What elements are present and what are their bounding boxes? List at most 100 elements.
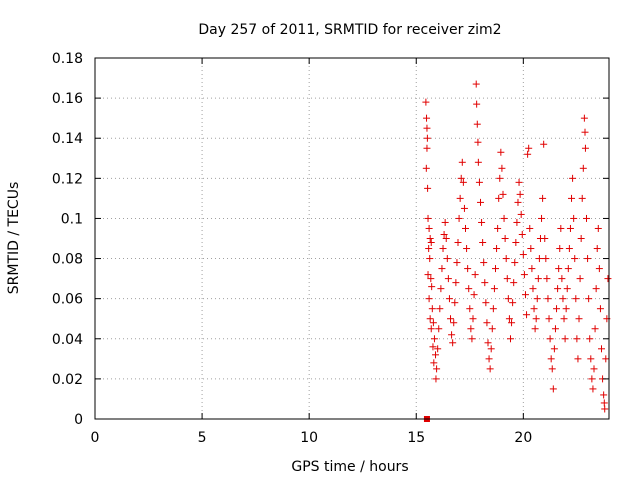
data-point — [600, 399, 608, 407]
data-point — [556, 245, 564, 253]
data-point — [494, 224, 502, 232]
data-point — [514, 198, 522, 206]
data-point — [427, 275, 435, 283]
data-point — [486, 365, 494, 373]
y-tick-label: 0.1 — [61, 211, 83, 227]
data-point — [422, 98, 430, 106]
data-point — [459, 178, 467, 186]
data-point — [458, 158, 466, 166]
data-point — [532, 315, 540, 323]
data-point — [525, 144, 533, 152]
data-point — [501, 235, 509, 242]
x-tick-label: 20 — [514, 430, 532, 446]
data-point — [484, 339, 492, 347]
data-point — [520, 271, 528, 279]
data-point — [504, 295, 512, 303]
data-point — [540, 140, 548, 148]
x-tick-label: 10 — [300, 430, 318, 446]
data-point — [435, 325, 443, 333]
data-point — [590, 365, 598, 373]
data-point — [432, 375, 440, 383]
data-point — [485, 355, 493, 363]
data-point — [521, 291, 529, 299]
data-point — [542, 255, 550, 263]
data-point — [508, 319, 516, 327]
data-point — [481, 279, 489, 287]
data-point — [423, 114, 431, 122]
data-point — [600, 391, 608, 399]
data-point — [584, 255, 592, 263]
y-tick-label: 0.02 — [52, 372, 83, 388]
data-point — [500, 214, 508, 222]
data-point — [429, 343, 437, 351]
data-point — [423, 134, 431, 142]
tick-labels: 0 0.02 0.04 0.06 0.08 0.1 0.12 0.14 0.16 0.18 0 5 10… — [52, 51, 532, 446]
data-point — [587, 355, 595, 363]
data-point — [553, 305, 561, 313]
data-point — [530, 305, 538, 313]
data-point — [506, 335, 514, 343]
data-point — [574, 355, 582, 363]
data-point — [548, 365, 556, 373]
data-point — [580, 114, 588, 122]
data-point — [422, 164, 430, 172]
data-point — [425, 245, 433, 253]
data-point — [604, 275, 612, 283]
x-axis-label: GPS time / hours — [291, 459, 408, 475]
data-point — [454, 239, 462, 247]
data-point — [473, 100, 481, 108]
data-point — [423, 144, 431, 152]
data-point — [509, 299, 517, 307]
data-point — [577, 235, 585, 242]
data-point — [462, 224, 470, 232]
data-point — [541, 235, 549, 242]
data-point — [518, 230, 526, 238]
data-point — [463, 245, 471, 253]
data-point — [448, 331, 456, 339]
data-point — [533, 295, 541, 303]
data-point — [457, 174, 465, 182]
data-point — [430, 335, 438, 343]
data-point — [426, 255, 434, 263]
data-point — [578, 194, 586, 202]
data-point — [558, 275, 566, 283]
data-point — [546, 335, 554, 343]
data-point — [424, 271, 432, 279]
data-point — [528, 265, 536, 273]
data-point — [585, 295, 593, 303]
data-point — [545, 315, 553, 323]
data-point — [570, 214, 578, 222]
data-point — [452, 279, 460, 287]
y-tick-label: 0.08 — [52, 252, 83, 268]
data-points — [422, 80, 612, 422]
data-point — [491, 265, 499, 273]
data-point — [515, 178, 523, 186]
data-point — [549, 385, 557, 393]
data-point — [575, 315, 583, 323]
data-point — [526, 224, 534, 232]
data-point — [551, 325, 559, 333]
data-point — [469, 315, 477, 323]
data-point — [592, 285, 600, 293]
data-point — [589, 385, 597, 393]
data-point — [544, 295, 552, 303]
data-point — [477, 198, 484, 206]
data-point — [588, 375, 596, 383]
data-point — [474, 158, 482, 166]
data-point — [496, 174, 504, 182]
data-point — [434, 345, 442, 353]
data-point — [511, 259, 519, 267]
data-point — [424, 214, 432, 222]
x-tick-label: 5 — [198, 430, 207, 446]
chart-title: Day 257 of 2011, SRMTID for receiver zim… — [198, 22, 501, 38]
data-point — [547, 355, 555, 363]
data-point — [559, 295, 567, 303]
y-tick-label: 0.18 — [52, 51, 83, 67]
data-point — [539, 194, 547, 202]
data-point — [455, 214, 463, 222]
data-point — [483, 319, 491, 327]
data-point — [538, 214, 546, 222]
data-point — [470, 291, 478, 299]
data-point — [513, 218, 521, 226]
